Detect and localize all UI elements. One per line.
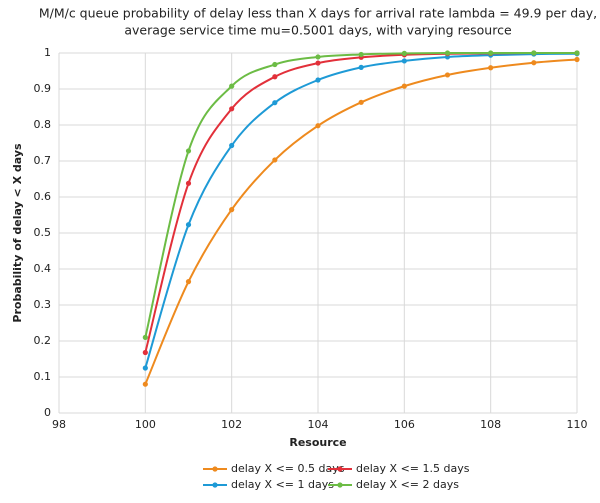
data-point bbox=[315, 123, 321, 129]
legend-label: delay X <= 1.5 days bbox=[356, 462, 470, 475]
data-point bbox=[488, 65, 494, 71]
data-point bbox=[444, 72, 451, 78]
x-tick-label: 108 bbox=[480, 418, 501, 431]
x-tick-label: 110 bbox=[567, 418, 588, 431]
data-point bbox=[574, 50, 580, 56]
data-point bbox=[315, 54, 321, 60]
series-line bbox=[144, 52, 578, 369]
y-tick-label: 0.3 bbox=[34, 298, 52, 311]
legend-swatch bbox=[337, 466, 343, 472]
data-point bbox=[315, 77, 321, 83]
y-tick-label: 1 bbox=[44, 46, 51, 59]
y-tick-label: 0.6 bbox=[34, 190, 52, 203]
data-point bbox=[229, 142, 235, 149]
x-tick-label: 104 bbox=[308, 418, 329, 431]
y-tick-label: 0.7 bbox=[34, 154, 52, 167]
y-axis-label: Probability of delay < X days bbox=[11, 143, 24, 323]
data-point bbox=[185, 180, 192, 186]
data-point bbox=[142, 334, 148, 340]
legend-swatch bbox=[337, 482, 343, 488]
y-tick-label: 0.2 bbox=[34, 334, 52, 347]
legend-swatch bbox=[212, 482, 218, 488]
data-point bbox=[142, 381, 148, 387]
data-point bbox=[185, 148, 192, 154]
data-point bbox=[444, 50, 451, 56]
data-point bbox=[401, 58, 407, 64]
x-tick-label: 106 bbox=[394, 418, 415, 431]
data-point bbox=[488, 50, 494, 56]
data-point bbox=[358, 51, 364, 58]
data-point bbox=[229, 207, 235, 213]
x-axis-label: Resource bbox=[289, 436, 346, 449]
series-line bbox=[144, 51, 578, 353]
data-point bbox=[358, 99, 364, 105]
series-line bbox=[144, 58, 578, 385]
data-point bbox=[185, 279, 192, 285]
data-point bbox=[401, 83, 407, 89]
chart-title: M/M/c queue probability of delay less th… bbox=[39, 6, 597, 21]
y-tick-label: 0.8 bbox=[34, 118, 52, 131]
data-point bbox=[272, 61, 278, 68]
data-point bbox=[531, 60, 537, 66]
x-tick-label: 98 bbox=[52, 418, 66, 431]
data-point bbox=[358, 64, 364, 70]
data-point bbox=[315, 60, 321, 66]
legend-label: delay X <= 2 days bbox=[356, 478, 459, 491]
y-tick-label: 0.9 bbox=[34, 82, 52, 95]
data-point bbox=[531, 50, 537, 56]
x-tick-label: 102 bbox=[221, 418, 242, 431]
chart-title: average service time mu=0.5001 days, wit… bbox=[124, 23, 512, 38]
series-line bbox=[144, 51, 577, 338]
data-point bbox=[401, 50, 407, 56]
y-tick-label: 0.4 bbox=[34, 262, 52, 275]
data-point bbox=[272, 100, 278, 106]
y-tick-label: 0.5 bbox=[34, 226, 52, 239]
y-tick-label: 0 bbox=[44, 406, 51, 419]
data-point bbox=[185, 222, 192, 228]
data-point bbox=[272, 74, 278, 80]
data-point bbox=[142, 349, 148, 356]
y-tick-label: 0.1 bbox=[34, 370, 52, 383]
x-tick-label: 100 bbox=[135, 418, 156, 431]
data-point bbox=[272, 157, 278, 163]
data-point bbox=[229, 106, 235, 112]
data-point bbox=[574, 56, 580, 63]
legend-swatch bbox=[212, 466, 218, 472]
legend-label: delay X <= 0.5 days bbox=[231, 462, 345, 475]
legend-label: delay X <= 1 days bbox=[231, 478, 334, 491]
data-point bbox=[229, 83, 235, 89]
data-point bbox=[142, 365, 148, 371]
